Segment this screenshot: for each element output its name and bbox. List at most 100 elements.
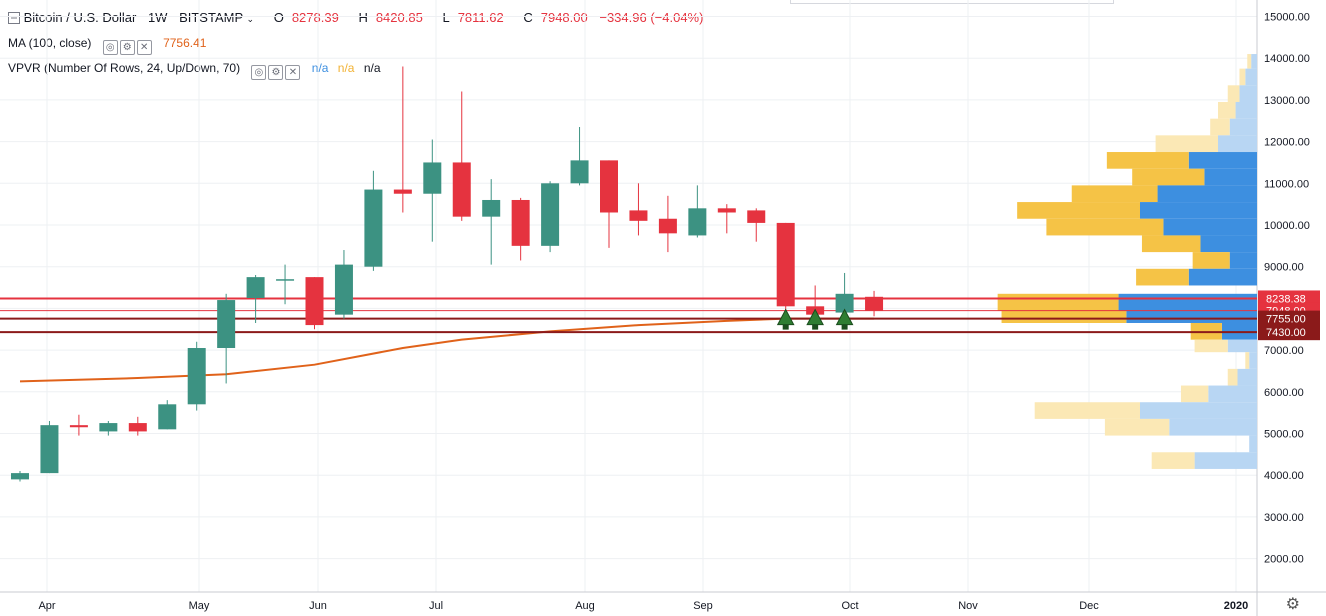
price-tick-label: 7000.00 — [1264, 345, 1304, 357]
candle-up[interactable] — [246, 277, 265, 298]
vpvr-down-bar — [1194, 339, 1228, 353]
price-tick-label: 11000.00 — [1264, 178, 1309, 190]
vpvr-down-bar — [1210, 118, 1230, 136]
candle-down[interactable] — [865, 296, 884, 311]
vpvr-down-bar — [1136, 268, 1189, 286]
vpvr-down-bar — [1155, 135, 1218, 153]
candle-up[interactable] — [158, 404, 177, 430]
close-number: 7948.00 — [540, 10, 588, 25]
low-number: 7811.62 — [457, 10, 504, 25]
price-tick-label: 2000.00 — [1264, 554, 1304, 566]
candle-down[interactable] — [747, 210, 766, 223]
open-label: O — [273, 10, 284, 25]
symbol-name[interactable]: Bitcoin / U.S. Dollar — [23, 10, 137, 25]
ma-legend: MA (100, close) ◎ ⚙ ✕ 7756.41 — [8, 35, 206, 55]
price-tick-label: 15000.00 — [1264, 12, 1310, 24]
vpvr-down-bar — [1017, 202, 1140, 219]
candle-up[interactable] — [11, 473, 29, 480]
up-arrow-marker — [806, 308, 824, 326]
vpvr-down-bar — [1104, 418, 1170, 436]
candle-down[interactable] — [600, 160, 618, 213]
vpvr-up-bar — [1251, 54, 1257, 69]
candle-up[interactable] — [688, 208, 707, 236]
low-label: L — [442, 10, 450, 25]
candle-up[interactable] — [276, 279, 295, 281]
gear-icon[interactable]: ⚙ — [119, 40, 135, 55]
vpvr-down-bar — [1151, 452, 1195, 469]
vpvr-up-bar — [1235, 101, 1257, 119]
interval-label[interactable]: 1W — [147, 10, 168, 25]
vpvr-down-bar — [1180, 385, 1209, 403]
price-label-text: 7430.00 — [1266, 327, 1306, 339]
time-tick-label: Dec — [1079, 600, 1099, 612]
close-icon[interactable]: ✕ — [285, 65, 301, 80]
candle-down[interactable] — [629, 210, 648, 221]
eye-icon[interactable]: ◎ — [251, 65, 267, 80]
chevron-down-icon[interactable]: ⌄ — [246, 14, 255, 24]
candle-up[interactable] — [364, 189, 383, 267]
price-tick-label: 5000.00 — [1264, 429, 1304, 441]
collapse-icon[interactable] — [8, 12, 20, 24]
vpvr-down-bar — [1227, 368, 1238, 386]
vpvr-legend: VPVR (Number Of Rows, 24, Up/Down, 70) ◎… — [8, 60, 381, 80]
vpvr-label[interactable]: VPVR (Number Of Rows, 24, Up/Down, 70) — [8, 61, 241, 75]
candle-down[interactable] — [717, 208, 736, 213]
open-value: O 8278.39 — [266, 10, 339, 25]
up-arrow-marker — [835, 308, 854, 326]
vpvr-up-bar — [1229, 118, 1257, 136]
eye-icon[interactable]: ◎ — [102, 40, 118, 55]
price-tick-label: 10000.00 — [1264, 220, 1310, 232]
candle-up[interactable] — [99, 423, 118, 432]
vpvr-up-bar — [1169, 418, 1257, 436]
candle-up[interactable] — [541, 183, 560, 246]
vpvr-down-bar — [1227, 85, 1240, 102]
high-number: 8420.85 — [375, 10, 423, 25]
vpvr-down-bar — [1239, 68, 1246, 86]
candle-down[interactable] — [69, 425, 88, 428]
candle-up[interactable] — [334, 264, 353, 315]
price-tick-label: 13000.00 — [1264, 95, 1310, 107]
close-icon[interactable]: ✕ — [136, 40, 152, 55]
time-tick-label: Nov — [958, 600, 978, 612]
vpvr-up-bar — [1126, 310, 1257, 323]
vpvr-up-bar — [1188, 268, 1257, 286]
candle-down[interactable] — [511, 199, 530, 246]
vpvr-up-bar — [1204, 168, 1257, 186]
candle-down[interactable] — [305, 277, 324, 326]
candle-down[interactable] — [128, 423, 147, 432]
candle-up[interactable] — [217, 300, 236, 349]
vpvr-up-bar — [1163, 218, 1257, 236]
price-label-text: 7755.00 — [1266, 314, 1306, 326]
vpvr-value-up: n/a — [311, 61, 329, 75]
candle-down[interactable] — [658, 218, 677, 234]
close-label: C — [523, 10, 533, 25]
vpvr-up-bar — [1157, 185, 1257, 203]
ma-label[interactable]: MA (100, close) — [8, 36, 92, 50]
candle-up[interactable] — [570, 160, 589, 184]
candle-up[interactable] — [40, 425, 59, 474]
candle-down[interactable] — [776, 222, 795, 307]
candle-down[interactable] — [452, 162, 471, 217]
vpvr-value-total: n/a — [363, 61, 381, 75]
vpvr-down-bar — [1247, 54, 1252, 69]
candle-down[interactable] — [393, 189, 412, 194]
vpvr-up-bar — [1218, 135, 1257, 153]
gear-icon[interactable]: ⚙ — [268, 65, 284, 80]
up-arrow-marker-stem — [812, 324, 819, 330]
price-label-box — [1258, 310, 1320, 327]
price-label-box — [1258, 324, 1320, 341]
vpvr-down-bar — [1141, 235, 1201, 253]
time-tick-label: 2020 — [1224, 600, 1248, 612]
candle-up[interactable] — [187, 348, 206, 405]
candle-up[interactable] — [482, 199, 501, 217]
candle-up[interactable] — [423, 162, 442, 194]
time-tick-label: Oct — [841, 600, 858, 612]
chart-settings-icon[interactable]: ⚙ — [1285, 596, 1300, 613]
exchange-label[interactable]: BITSTAMP — [179, 10, 243, 25]
vpvr-up-bar — [1140, 402, 1257, 419]
candle-up[interactable] — [835, 293, 854, 313]
vpvr-down-bar — [1132, 168, 1205, 186]
price-tick-label: 6000.00 — [1264, 387, 1304, 399]
vpvr-down-bar — [1034, 402, 1140, 419]
